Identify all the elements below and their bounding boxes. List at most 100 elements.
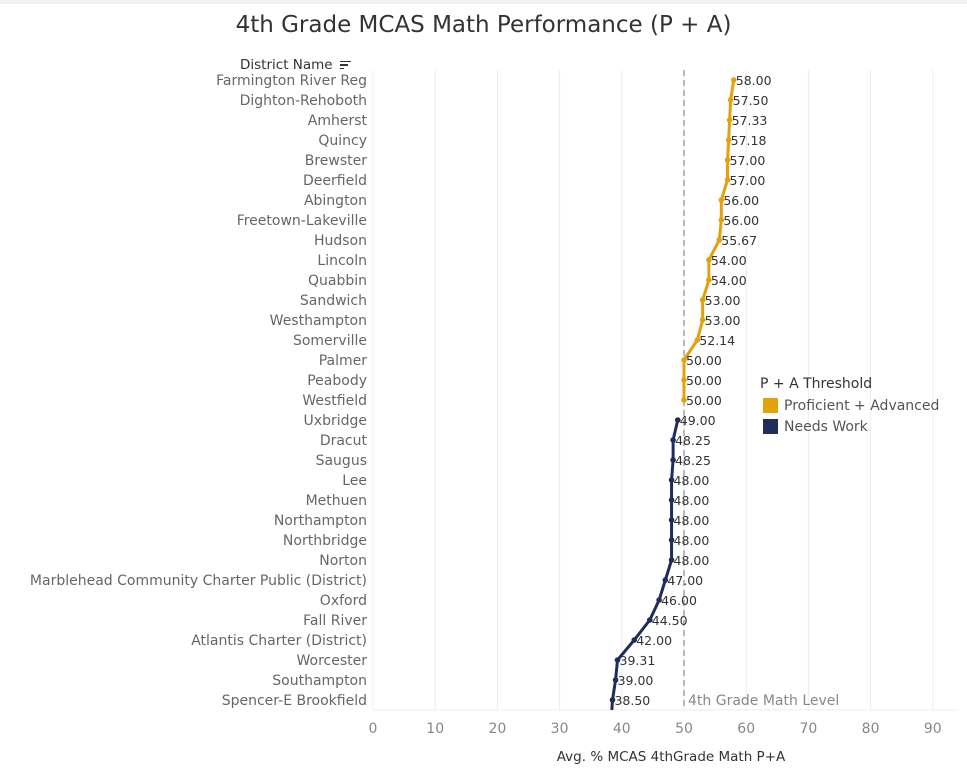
row-label[interactable]: Dighton-Rehoboth (240, 93, 367, 109)
data-point[interactable] (725, 137, 732, 143)
data-point[interactable] (730, 77, 737, 83)
sort-icon[interactable] (339, 60, 351, 70)
row-label[interactable]: Fall River (303, 613, 367, 629)
reference-line-label: 4th Grade Math Level (688, 693, 839, 709)
data-point[interactable] (718, 197, 725, 203)
data-point[interactable] (681, 377, 687, 383)
row-label[interactable]: Northbridge (283, 533, 367, 549)
row-label[interactable]: Brewster (305, 153, 368, 169)
row-label[interactable]: Farmington River Reg (216, 73, 367, 89)
data-label: 38.50 (614, 693, 650, 708)
data-point[interactable] (694, 337, 701, 343)
data-point[interactable] (668, 537, 675, 543)
data-label: 48.00 (674, 473, 710, 488)
x-tick-label: 50 (675, 721, 693, 737)
x-tick-label: 80 (862, 721, 880, 737)
data-label: 49.00 (680, 413, 716, 428)
row-label[interactable]: Atlantis Charter (District) (191, 633, 367, 649)
data-label: 54.00 (711, 253, 747, 268)
data-point[interactable] (668, 517, 675, 523)
row-label[interactable]: Quincy (318, 133, 367, 149)
row-label[interactable]: Norton (319, 553, 367, 569)
row-label[interactable]: Hudson (314, 233, 367, 249)
data-point[interactable] (726, 117, 733, 123)
data-point[interactable] (612, 677, 619, 683)
data-label: 48.00 (674, 553, 710, 568)
data-label: 50.00 (686, 353, 722, 368)
data-point[interactable] (724, 177, 731, 183)
data-label: 48.25 (675, 453, 711, 468)
data-label: 42.00 (636, 633, 672, 648)
row-label[interactable]: Dracut (320, 433, 368, 449)
data-point[interactable] (670, 437, 676, 443)
x-tick-label: 40 (613, 721, 631, 737)
data-point[interactable] (727, 97, 734, 103)
data-point[interactable] (681, 357, 687, 363)
x-axis-title: Avg. % MCAS 4thGrade Math P+A (557, 749, 786, 765)
data-point[interactable] (614, 657, 621, 663)
data-point[interactable] (670, 457, 676, 463)
row-label[interactable]: Sandwich (300, 293, 367, 309)
data-point[interactable] (716, 237, 723, 243)
data-point[interactable] (656, 597, 662, 603)
x-tick-label: 90 (924, 721, 942, 737)
row-label[interactable]: Oxford (320, 593, 367, 609)
row-label[interactable]: Palmer (319, 353, 368, 369)
data-label: 46.00 (661, 593, 697, 608)
row-header[interactable]: District Name (240, 57, 351, 73)
row-label[interactable]: Methuen (306, 493, 367, 509)
data-point[interactable] (706, 257, 712, 263)
data-point[interactable] (681, 397, 687, 403)
data-point[interactable] (668, 557, 675, 563)
data-point[interactable] (662, 577, 669, 583)
data-label: 39.00 (618, 673, 654, 688)
row-label[interactable]: Worcester (297, 653, 368, 669)
row-label[interactable]: Lincoln (317, 253, 367, 269)
data-label: 53.00 (705, 313, 741, 328)
row-label[interactable]: Freetown-Lakeville (237, 213, 367, 229)
data-point[interactable] (609, 697, 616, 703)
row-label[interactable]: Amherst (308, 113, 368, 129)
data-point[interactable] (668, 477, 675, 483)
row-label[interactable]: Southampton (272, 673, 367, 689)
legend-item-needs-work[interactable]: Needs Work (760, 416, 939, 437)
data-point[interactable] (646, 617, 653, 623)
row-label[interactable]: Deerfield (303, 173, 367, 189)
row-label[interactable]: Northampton (274, 513, 367, 529)
data-label: 53.00 (705, 293, 741, 308)
row-label[interactable]: Marblehead Community Charter Public (Dis… (30, 573, 367, 589)
data-label: 57.50 (733, 93, 769, 108)
data-label: 57.00 (730, 173, 766, 188)
legend-swatch (763, 398, 778, 413)
data-point[interactable] (699, 317, 706, 323)
data-point[interactable] (724, 157, 731, 163)
row-label[interactable]: Westhampton (270, 313, 367, 329)
row-label[interactable]: Quabbin (308, 273, 367, 289)
data-point[interactable] (699, 297, 706, 303)
row-label[interactable]: Lee (342, 473, 367, 489)
data-label: 58.00 (736, 73, 772, 88)
x-tick-label: 60 (737, 721, 755, 737)
data-point[interactable] (706, 277, 712, 283)
row-label[interactable]: Spencer-E Brookfield (222, 693, 367, 709)
row-labels: Farmington River Reg Dighton-Rehoboth Amhe… (30, 73, 368, 709)
row-label[interactable]: Saugus (316, 453, 367, 469)
legend-title: P + A Threshold (760, 376, 873, 392)
row-label[interactable]: Peabody (307, 373, 367, 389)
x-tick-label: 10 (426, 721, 444, 737)
row-header-label: District Name (240, 57, 333, 73)
row-label[interactable]: Uxbridge (304, 413, 367, 429)
data-point[interactable] (674, 417, 681, 423)
x-tick-label: 20 (488, 721, 506, 737)
legend-item-proficient[interactable]: Proficient + Advanced (760, 395, 939, 416)
row-label[interactable]: Westfield (302, 393, 367, 409)
legend-label: Proficient + Advanced (784, 397, 940, 414)
data-label: 48.00 (674, 513, 710, 528)
row-label[interactable]: Somerville (293, 333, 367, 349)
data-label: 48.00 (674, 533, 710, 548)
data-point[interactable] (668, 497, 675, 503)
data-points (609, 77, 737, 703)
data-point[interactable] (718, 217, 725, 223)
row-label[interactable]: Abington (304, 193, 367, 209)
data-point[interactable] (631, 637, 638, 643)
